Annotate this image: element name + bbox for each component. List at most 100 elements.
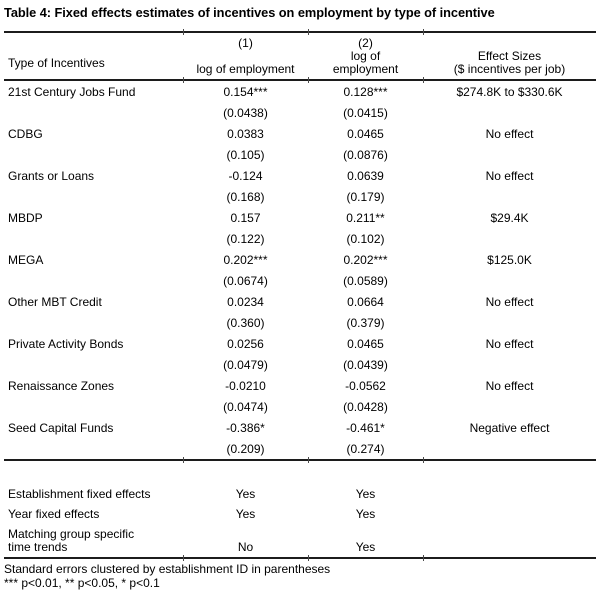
coefficient-col1: -0.386*: [226, 420, 265, 435]
column-divider-tick: [183, 77, 184, 83]
fixed-effects-col1: No: [237, 540, 254, 554]
incentive-label: Grants or Loans: [8, 168, 95, 183]
rule-header-bottom: [4, 77, 596, 83]
standard-error-row: (0.105) (0.0876): [4, 144, 596, 165]
coefficient-col2: 0.128***: [343, 84, 388, 99]
header-col2: (2) log of employment: [308, 33, 423, 79]
coefficient-col2: 0.0664: [347, 294, 384, 309]
coefficient-col2: -0.461*: [346, 420, 385, 435]
incentive-coefficient-row: Seed Capital Funds -0.386* -0.461* Negat…: [4, 417, 596, 438]
effect-size-value: $274.8K to $330.6K: [456, 84, 563, 99]
standard-error-col1: (0.209): [226, 441, 265, 456]
incentive-label: Renaissance Zones: [8, 378, 115, 393]
incentive-label: MBDP: [8, 210, 43, 225]
standard-error-col2: (0.0589): [343, 273, 388, 288]
table-header: Type of Incentives (1) log of employment…: [4, 33, 596, 79]
incentive-coefficient-row: Private Activity Bonds 0.0256 0.0465 No …: [4, 333, 596, 354]
incentive-coefficient-row: Grants or Loans -0.124 0.0639 No effect: [4, 165, 596, 186]
estimates-table: Type of Incentives (1) log of employment…: [4, 29, 596, 590]
standard-error-col1: (0.360): [226, 315, 265, 330]
fixed-effects-row: Year fixed effects Yes Yes: [4, 508, 596, 521]
standard-error-col1: (0.105): [226, 147, 265, 162]
column-divider-tick: [308, 457, 309, 463]
coefficient-col1: -0.124: [228, 168, 263, 183]
standard-error-row: (0.168) (0.179): [4, 186, 596, 207]
column-divider-tick: [423, 555, 424, 561]
significance-note: *** p<0.01, ** p<0.05, * p<0.1: [4, 576, 160, 590]
column-subtitle-line2: employment: [332, 62, 399, 76]
effect-size-value: No effect: [485, 294, 534, 309]
standard-error-col1: (0.0438): [223, 105, 268, 120]
standard-error-row: (0.209) (0.274): [4, 438, 596, 459]
incentive-label: Other MBT Credit: [8, 294, 102, 309]
table-body: 21st Century Jobs Fund 0.154*** 0.128***…: [4, 81, 596, 459]
incentive-label: CDBG: [8, 126, 43, 141]
standard-error-row: (0.0474) (0.0428): [4, 396, 596, 417]
effect-size-value: No effect: [485, 336, 534, 351]
column-divider-tick: [423, 77, 424, 83]
header-label: Type of Incentives: [8, 56, 105, 70]
incentive-coefficient-row: CDBG 0.0383 0.0465 No effect: [4, 123, 596, 144]
effect-size-value: Negative effect: [469, 420, 550, 435]
standard-error-row: (0.0438) (0.0415): [4, 102, 596, 123]
header-type-of-incentives: Type of Incentives: [4, 33, 183, 79]
standard-error-col2: (0.102): [346, 231, 385, 246]
incentive-label: Private Activity Bonds: [8, 336, 124, 351]
coefficient-col2: -0.0562: [345, 378, 386, 393]
header-col1: (1) log of employment: [183, 33, 308, 79]
coefficient-col1: 0.157: [230, 210, 261, 225]
standard-error-col2: (0.0439): [343, 357, 388, 372]
fixed-effects-col2: Yes: [355, 487, 376, 501]
incentive-label: Seed Capital Funds: [8, 420, 114, 435]
standard-error-row: (0.0674) (0.0589): [4, 270, 596, 291]
coefficient-col1: 0.202***: [223, 252, 268, 267]
rule-bottom: [4, 555, 596, 561]
standard-error-col1: (0.0474): [223, 399, 268, 414]
coefficient-col2: 0.0465: [347, 126, 384, 141]
effect-size-value: $125.0K: [487, 252, 532, 267]
standard-error-col2: (0.179): [346, 189, 385, 204]
coefficient-col1: 0.0383: [227, 126, 264, 141]
standard-error-row: (0.122) (0.102): [4, 228, 596, 249]
standard-error-col2: (0.274): [346, 441, 385, 456]
effect-size-value: $29.4K: [490, 210, 529, 225]
column-divider-tick: [423, 29, 424, 35]
fixed-effects-row: Matching group specific time trends No Y…: [4, 528, 596, 554]
standard-error-col2: (0.0415): [343, 105, 388, 120]
column-number: (1): [238, 36, 253, 50]
coefficient-col2: 0.0639: [347, 168, 384, 183]
incentive-label: MEGA: [8, 252, 44, 267]
column-subtitle: log of employment: [196, 62, 295, 76]
column-divider-tick: [183, 457, 184, 463]
table-notes: Standard errors clustered by establishme…: [4, 562, 596, 590]
column-divider-tick: [183, 555, 184, 561]
fixed-effects-label-line1: Year fixed effects: [8, 507, 100, 521]
incentive-label: 21st Century Jobs Fund: [8, 84, 136, 99]
fixed-effects-section: Establishment fixed effects Yes Yes Year…: [4, 488, 596, 554]
section-spacer: [4, 461, 596, 488]
incentive-coefficient-row: MBDP 0.157 0.211** $29.4K: [4, 207, 596, 228]
fixed-effects-label: Establishment fixed effects: [4, 488, 183, 501]
fixed-effects-col2: Yes: [355, 540, 376, 554]
coefficient-col1: 0.154***: [223, 84, 268, 99]
clustering-note: Standard errors clustered by establishme…: [4, 562, 331, 576]
fixed-effects-label: Year fixed effects: [4, 508, 183, 521]
column-subtitle: log of employment: [333, 50, 398, 76]
fixed-effects-label-line1: Establishment fixed effects: [8, 487, 151, 501]
coefficient-col1: 0.0234: [227, 294, 264, 309]
incentive-coefficient-row: MEGA 0.202*** 0.202*** $125.0K: [4, 249, 596, 270]
column-divider-tick: [423, 457, 424, 463]
column-divider-tick: [308, 555, 309, 561]
fixed-effects-row: Establishment fixed effects Yes Yes: [4, 488, 596, 501]
standard-error-col2: (0.0428): [343, 399, 388, 414]
standard-error-col1: (0.122): [226, 231, 265, 246]
incentive-coefficient-row: Other MBT Credit 0.0234 0.0664 No effect: [4, 291, 596, 312]
effect-size-value: No effect: [485, 126, 534, 141]
fixed-effects-label-line2: time trends: [8, 540, 68, 554]
incentive-coefficient-row: 21st Century Jobs Fund 0.154*** 0.128***…: [4, 81, 596, 102]
effect-size-value: No effect: [485, 378, 534, 393]
rule-mid: [4, 457, 596, 463]
standard-error-col1: (0.0479): [223, 357, 268, 372]
standard-error-col1: (0.0674): [223, 273, 268, 288]
fixed-effects-col1: Yes: [235, 507, 256, 521]
